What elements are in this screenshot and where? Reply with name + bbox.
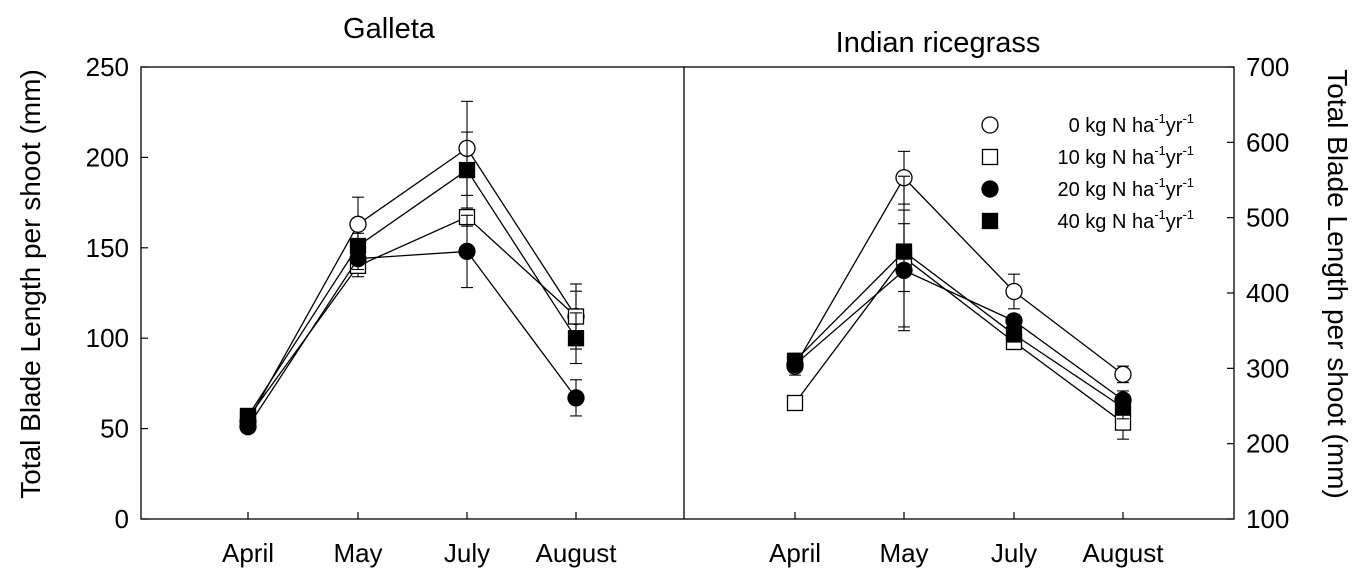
y-tick-label: 400 — [1246, 278, 1289, 308]
data-point — [350, 216, 366, 232]
y-tick-label: 150 — [86, 233, 129, 263]
y-tick-label: 500 — [1246, 203, 1289, 233]
x-tick-label: July — [444, 538, 490, 568]
series-n40-panel-1 — [241, 132, 584, 423]
legend-label: 0 kg N ha-1yr-1 — [1069, 111, 1194, 137]
series-n10-panel-2 — [788, 224, 1131, 439]
data-point — [1115, 366, 1131, 382]
y-tick-label: 700 — [1246, 52, 1289, 82]
right-y-axis-title: Total Blade Length per shoot (mm) — [1322, 69, 1353, 499]
data-point — [1006, 283, 1022, 299]
data-point — [897, 244, 912, 259]
series-line — [795, 178, 1123, 375]
legend-item-n0: 0 kg N ha-1yr-1 — [982, 111, 1194, 137]
series-n20-panel-2 — [787, 210, 1131, 409]
x-tick-label: May — [879, 538, 928, 568]
x-tick-label: July — [991, 538, 1037, 568]
right-panel-title: Indian ricegrass — [836, 27, 1041, 59]
series-n0-panel-1 — [240, 101, 584, 430]
data-point — [460, 163, 475, 178]
series-line — [248, 170, 576, 416]
series-line — [248, 217, 576, 418]
y-tick-label: 200 — [1246, 429, 1289, 459]
legend-label: 20 kg N ha-1yr-1 — [1057, 175, 1194, 201]
y-tick-label: 50 — [100, 414, 129, 444]
legend-item-n40: 40 kg N ha-1yr-1 — [983, 207, 1195, 233]
y-tick-label: 0 — [115, 504, 129, 534]
data-point — [459, 243, 475, 259]
series-line — [795, 252, 1123, 408]
legend-label: 10 kg N ha-1yr-1 — [1057, 143, 1194, 169]
x-tick-label: August — [1083, 538, 1165, 568]
data-point — [1116, 400, 1131, 415]
series-line — [795, 270, 1123, 400]
legend-marker — [982, 117, 998, 133]
data-point — [788, 353, 803, 368]
x-tick-label: August — [536, 538, 618, 568]
y-tick-label: 250 — [86, 52, 129, 82]
legend-marker — [982, 181, 998, 197]
y-tick-label: 300 — [1246, 353, 1289, 383]
data-point — [568, 390, 584, 406]
legend-item-n10: 10 kg N ha-1yr-1 — [983, 143, 1195, 169]
series-n10-panel-1 — [241, 208, 584, 425]
legend: 0 kg N ha-1yr-1 10 kg N ha-1yr-1 20 kg N h… — [982, 111, 1194, 233]
legend-marker — [983, 150, 998, 165]
x-tick-label: May — [333, 538, 382, 568]
x-tick-label: April — [222, 538, 274, 568]
y-tick-label: 600 — [1246, 127, 1289, 157]
left-y-axis-title: Total Blade Length per shoot (mm) — [15, 69, 46, 499]
series-line — [248, 148, 576, 421]
data-point — [241, 408, 256, 423]
y-tick-label: 200 — [86, 142, 129, 172]
legend-marker — [983, 214, 998, 229]
left-panel-title: Galleta — [343, 13, 436, 45]
legend-item-n20: 20 kg N ha-1yr-1 — [982, 175, 1194, 201]
data-point — [569, 331, 584, 346]
data-point — [788, 395, 803, 410]
legend-label: 40 kg N ha-1yr-1 — [1057, 207, 1194, 233]
y-tick-label: 100 — [1246, 504, 1289, 534]
data-point — [1007, 327, 1022, 342]
data-point — [351, 238, 366, 253]
y-tick-label: 100 — [86, 323, 129, 353]
x-tick-label: April — [769, 538, 821, 568]
